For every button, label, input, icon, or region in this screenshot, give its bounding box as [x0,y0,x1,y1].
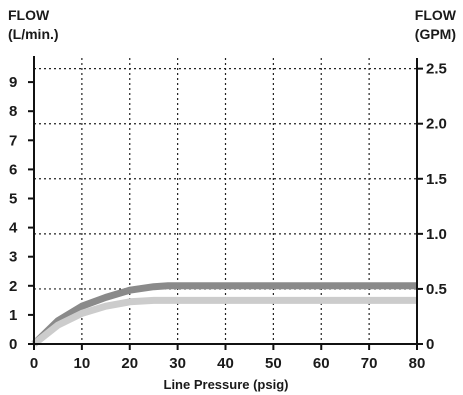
x-tick-label: 0 [30,355,38,372]
y-right-label-line2: (GPM) [415,26,456,42]
x-tick-label: 60 [313,355,330,372]
x-tick-label: 20 [121,355,138,372]
x-tick-label: 10 [74,355,91,372]
y-left-label-line1: FLOW [8,7,50,23]
y-left-tick-label: 4 [9,220,18,237]
series-group [31,282,417,347]
y-left-tick-label: 9 [9,74,17,91]
x-axis-label: Line Pressure (psig) [164,377,289,392]
y-right-tick-label: 0 [426,336,434,353]
axes [28,56,423,350]
y-left-tick-label: 2 [9,278,17,295]
y-left-tick-label: 7 [9,132,17,149]
x-tick-label: 40 [217,355,234,372]
y-right-label-line1: FLOW [415,7,457,23]
y-right-tick-label: 0.5 [426,281,447,298]
x-tick-label: 70 [361,355,378,372]
y-left-tick-label: 0 [9,336,17,353]
y-left-tick-label: 8 [9,103,17,120]
y-right-tick-label: 2.5 [426,61,447,78]
tick-labels: 0 10 20 30 40 50 60 70 80012345678900.51.01.52.0… [9,61,447,372]
series-line-2 [31,296,417,347]
x-tick-label: 80 [409,355,426,372]
y-left-label-line2: (L/min.) [8,26,59,42]
y-left-tick-label: 1 [9,307,17,324]
x-tick-label: 30 [169,355,186,372]
x-tick-label: 50 [265,355,282,372]
y-right-tick-label: 2.0 [426,116,447,133]
y-left-tick-label: 3 [9,249,17,266]
y-left-tick-label: 6 [9,161,17,178]
y-right-tick-label: 1.5 [426,171,447,188]
y-right-tick-label: 1.0 [426,226,447,243]
series-line-1 [31,282,417,347]
y-left-tick-label: 5 [9,191,17,208]
